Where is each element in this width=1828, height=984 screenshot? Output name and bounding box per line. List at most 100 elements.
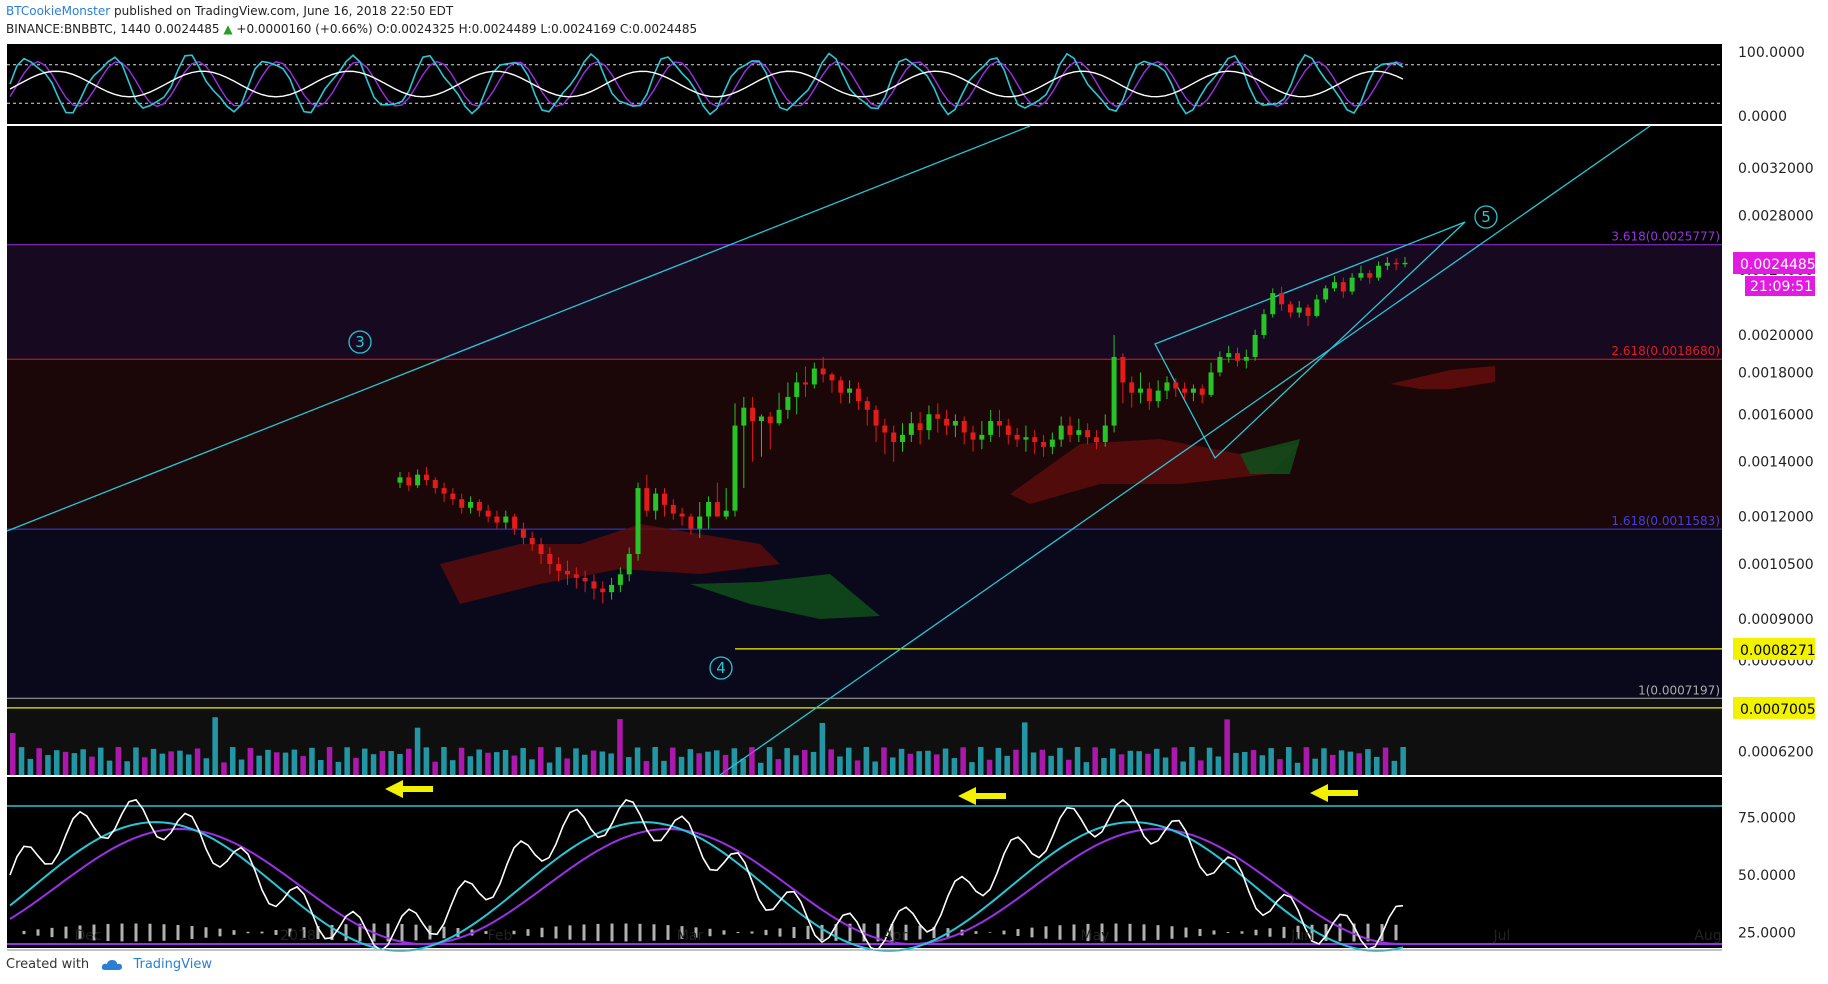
- open-label: O:: [376, 22, 390, 36]
- candle-body: [459, 499, 465, 508]
- candle-body: [1376, 265, 1382, 278]
- volume-bar: [1277, 759, 1283, 775]
- volume-bar: [1365, 749, 1371, 775]
- volume-bar: [942, 748, 949, 775]
- histogram-bar: [456, 928, 460, 937]
- histogram-bar: [904, 924, 908, 941]
- histogram-bar: [358, 923, 362, 942]
- volume-bar: [45, 755, 51, 775]
- candle-body: [556, 564, 562, 571]
- tradingview-link[interactable]: TradingView: [133, 957, 212, 972]
- candle-body: [1243, 356, 1249, 361]
- histogram-bar: [666, 925, 670, 940]
- candle-body: [688, 516, 694, 529]
- volume-bar: [1233, 752, 1239, 775]
- volume-bar: [670, 747, 676, 775]
- histogram-bar: [596, 923, 600, 942]
- volume-bar: [1400, 747, 1406, 775]
- low-label: L:: [540, 22, 552, 36]
- footer: Created with TradingView: [6, 957, 212, 972]
- current-price-badge: [1733, 252, 1815, 275]
- bottom-oscillator-pane: [7, 777, 1722, 948]
- candle-body: [926, 414, 932, 431]
- candle-body: [1023, 437, 1029, 440]
- price-chart[interactable]: 3.618(0.0025777) 2.618(0.0018680) 1.618(0.…: [0, 44, 1828, 954]
- volume-bar: [1118, 754, 1125, 775]
- histogram-bar: [722, 930, 726, 935]
- histogram-bar: [1226, 932, 1230, 933]
- volume-bar: [766, 747, 773, 775]
- volume-bar: [168, 751, 174, 775]
- volume-bar: [617, 719, 623, 775]
- volume-bar: [722, 754, 729, 775]
- volume-bar: [520, 748, 526, 775]
- header-line-1: BTCookieMonster published on TradingView…: [6, 4, 453, 18]
- volume-bar: [397, 753, 403, 775]
- candle-body: [397, 477, 403, 483]
- histogram-bar: [78, 925, 82, 940]
- volume-bar: [1030, 752, 1037, 775]
- candle-body: [1358, 273, 1364, 278]
- support-label: 0.0008271: [1740, 643, 1816, 659]
- volume-bar: [370, 754, 377, 775]
- volume-bar: [106, 760, 113, 775]
- candle-body: [415, 474, 421, 486]
- candle-body: [635, 488, 641, 554]
- volume-bar: [1022, 722, 1028, 775]
- histogram-bar: [848, 923, 852, 942]
- volume-bar: [379, 750, 386, 775]
- volume-bar: [687, 749, 694, 775]
- time-axis-tick: Jul: [1493, 928, 1511, 944]
- histogram-bar: [1394, 924, 1398, 941]
- histogram-bar: [50, 927, 54, 938]
- histogram-bar: [36, 929, 40, 936]
- candle-body: [423, 474, 429, 480]
- top-osc-tick: 100.0000: [1738, 45, 1805, 61]
- author-link[interactable]: BTCookieMonster: [6, 4, 111, 18]
- wave-label-circle: [1474, 205, 1498, 229]
- candle-body: [1093, 437, 1099, 442]
- candle-body: [723, 510, 729, 517]
- volume-bar: [546, 762, 553, 775]
- candle-body: [661, 493, 667, 505]
- candle-body: [900, 434, 905, 442]
- volume-bar: [564, 758, 570, 775]
- candle-body: [406, 477, 412, 486]
- histogram-bar: [1198, 928, 1202, 937]
- candle-body: [1393, 262, 1399, 265]
- volume-bar: [1145, 753, 1151, 775]
- volume-bar: [749, 747, 755, 775]
- candle-body: [1138, 388, 1144, 393]
- high-label: H:: [458, 22, 472, 36]
- volume-bar: [502, 749, 509, 775]
- histogram-bar: [316, 925, 320, 940]
- candle-body: [1349, 277, 1355, 292]
- candle-body: [1208, 372, 1214, 395]
- histogram-bar: [260, 931, 264, 934]
- volume-bar: [133, 747, 139, 775]
- volume-bar: [441, 747, 447, 775]
- volume-bar: [186, 754, 192, 775]
- volume-bar: [406, 748, 412, 775]
- candle-body: [803, 382, 809, 385]
- volume-bar: [89, 756, 95, 775]
- histogram-bar: [484, 931, 488, 934]
- candle-body: [697, 516, 703, 529]
- candle-body: [706, 502, 712, 517]
- histogram-bar: [1324, 924, 1328, 941]
- volume-bar: [916, 751, 922, 775]
- volume-bar: [71, 753, 78, 775]
- volume-bar: [212, 717, 218, 775]
- cloud-green: [1240, 439, 1300, 474]
- volume-bar: [1004, 755, 1010, 775]
- bottom-osc-tick: 75.0000: [1738, 811, 1796, 827]
- volume-bar: [1338, 750, 1345, 775]
- histogram-bar: [1016, 929, 1020, 936]
- volume-bar: [27, 758, 34, 775]
- candle-body: [1190, 388, 1196, 393]
- volume-bar: [978, 747, 984, 775]
- volume-bar: [36, 748, 42, 775]
- histogram-bar: [820, 924, 824, 941]
- histogram-bar: [1072, 924, 1076, 941]
- candle-body: [917, 423, 923, 431]
